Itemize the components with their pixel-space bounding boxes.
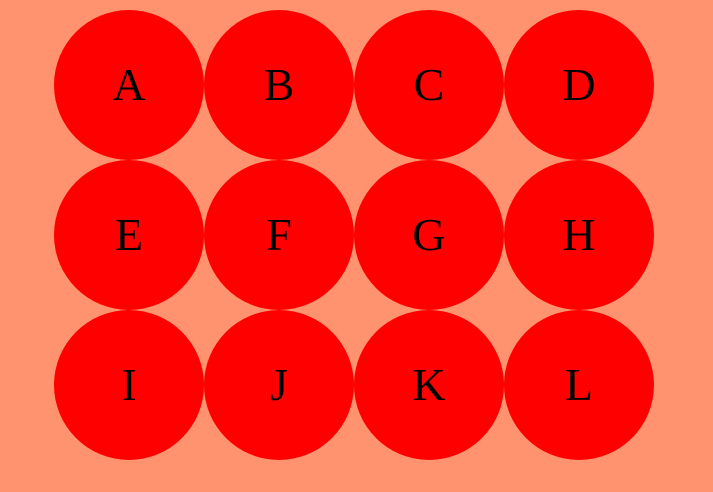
circle-i[interactable]: I: [54, 310, 204, 460]
circle-g[interactable]: G: [354, 160, 504, 310]
circle-label: J: [270, 359, 288, 410]
circle-f[interactable]: F: [204, 160, 354, 310]
circle-c[interactable]: C: [354, 10, 504, 160]
circle-e[interactable]: E: [54, 160, 204, 310]
circle-label: E: [114, 209, 144, 260]
circle-a[interactable]: A: [54, 10, 204, 160]
circle-d[interactable]: D: [504, 10, 654, 160]
circle-label: K: [412, 359, 446, 410]
circle-label: F: [266, 209, 292, 260]
circle-label: C: [413, 59, 445, 110]
circle-k[interactable]: K: [354, 310, 504, 460]
circle-label: G: [412, 209, 446, 260]
circle-j[interactable]: J: [204, 310, 354, 460]
circle-grid: A B C D E F G H I J K L: [54, 10, 654, 460]
circle-label: L: [564, 359, 594, 410]
circle-l[interactable]: L: [504, 310, 654, 460]
circle-b[interactable]: B: [204, 10, 354, 160]
circle-label: B: [263, 59, 295, 110]
circle-label: I: [121, 359, 137, 410]
circle-label: D: [562, 59, 596, 110]
circle-label: H: [562, 209, 596, 260]
circle-label: A: [112, 59, 146, 110]
circle-h[interactable]: H: [504, 160, 654, 310]
